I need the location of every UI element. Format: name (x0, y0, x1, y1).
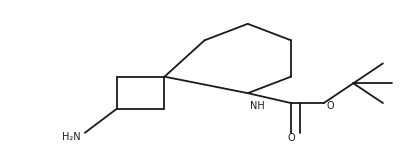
Text: NH: NH (250, 101, 265, 111)
Text: H₂N: H₂N (62, 132, 80, 142)
Text: O: O (326, 101, 333, 111)
Text: O: O (287, 133, 295, 143)
